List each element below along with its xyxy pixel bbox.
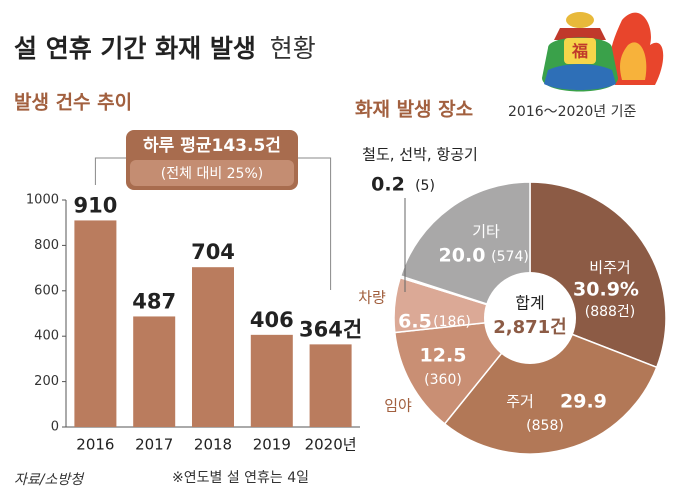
y-tick-label: 400 bbox=[34, 329, 59, 344]
bar bbox=[74, 220, 117, 427]
center-label: 합계 bbox=[515, 294, 544, 313]
bar bbox=[309, 344, 352, 427]
bracket bbox=[94, 157, 126, 185]
bar bbox=[250, 334, 293, 427]
value-label: 704 bbox=[191, 240, 235, 264]
x-tick-label: 2019 bbox=[253, 436, 291, 454]
slice-count: (888건) bbox=[585, 304, 636, 320]
y-tick-label: 200 bbox=[34, 374, 59, 389]
y-tick-label: 1000 bbox=[26, 193, 59, 208]
slice-value: 12.5 bbox=[420, 345, 467, 367]
main-title: 설 연휴 기간 화재 발생 현황 bbox=[14, 34, 316, 63]
icon: 福 bbox=[542, 12, 664, 92]
y-tick-label: 800 bbox=[34, 238, 59, 253]
slice-value: 29.9 bbox=[560, 391, 607, 413]
pie-slice bbox=[399, 181, 531, 320]
slice-count: (574) bbox=[491, 249, 529, 265]
x-tick-label: 2016 bbox=[76, 436, 114, 454]
x-tick-label: 2017 bbox=[135, 436, 173, 454]
bar bbox=[192, 267, 234, 427]
pie-slice bbox=[443, 317, 658, 455]
note: ※연도별 설 연휴는 4일 bbox=[172, 470, 309, 486]
x-tick-label: 2018 bbox=[194, 436, 232, 454]
title-suffix: 현황 bbox=[270, 34, 316, 63]
bracket bbox=[298, 157, 332, 290]
slice-value: 0.2 bbox=[371, 174, 405, 196]
value-label: 487 bbox=[132, 289, 176, 313]
slice-name: 비주거 bbox=[589, 259, 630, 277]
source: 자료/소방청 bbox=[14, 472, 85, 488]
annotation: (전체 대비 25%) bbox=[161, 166, 263, 182]
center-total: 2,871건 bbox=[493, 317, 567, 338]
value-label: 910 bbox=[73, 193, 117, 217]
slice-name: 차량 bbox=[358, 289, 386, 307]
slice-value: 20.0 bbox=[439, 245, 486, 267]
slice-value: 6.5 bbox=[398, 311, 432, 333]
slice-count: (858) bbox=[526, 418, 564, 434]
x-tick-label: 2020년 bbox=[305, 436, 357, 454]
svg-text:福: 福 bbox=[571, 42, 588, 61]
annotation: 하루 평균143.5건 bbox=[143, 136, 281, 156]
slice-count: (360) bbox=[424, 372, 462, 388]
pie-title: 화재 발생 장소 bbox=[355, 99, 473, 121]
value-label: 406 bbox=[250, 308, 294, 332]
slice-count: (186) bbox=[433, 314, 471, 330]
value-label: 364건 bbox=[299, 317, 362, 341]
slice-value: 30.9% bbox=[573, 279, 639, 301]
y-tick-label: 0 bbox=[51, 420, 59, 435]
slice-name: 임야 bbox=[384, 397, 412, 415]
slice-count: (5) bbox=[415, 178, 435, 194]
slice-name: 기타 bbox=[472, 223, 500, 241]
pie-subtitle: 2016～2020년 기준 bbox=[508, 104, 636, 120]
bar bbox=[133, 316, 176, 427]
donut-hole bbox=[484, 272, 576, 364]
slice-name: 철도, 선박, 항공기 bbox=[362, 146, 478, 164]
title-main: 설 연휴 기간 화재 발생 bbox=[14, 34, 256, 63]
y-tick-label: 600 bbox=[34, 283, 59, 298]
slice-name: 주거 bbox=[506, 393, 534, 411]
bar-subtitle: 발생 건수 추이 bbox=[14, 92, 132, 114]
annotation-box-inner bbox=[130, 160, 294, 186]
